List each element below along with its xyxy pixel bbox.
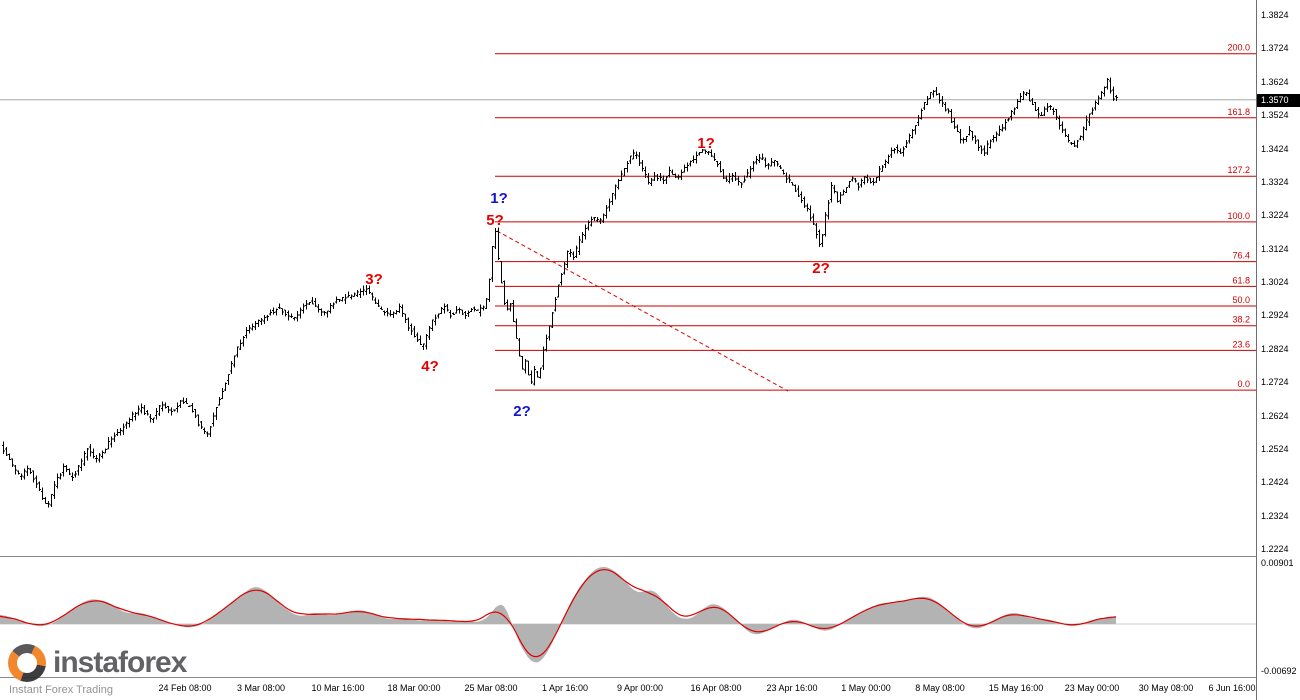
price-bars [2, 77, 1118, 508]
indicator-signal-line [0, 569, 1117, 658]
fib-level-label: 161.8 [1227, 107, 1250, 117]
instaforex-logo: instaforex Instant Forex Trading [8, 644, 187, 696]
time-axis-label: 23 May 00:00 [1064, 683, 1120, 693]
time-axis-label: 3 Mar 08:00 [236, 683, 286, 693]
time-axis-label: 6 Jun 16:00 [1208, 683, 1256, 693]
fib-level-label: 50.0 [1232, 295, 1250, 305]
price-axis-label: 1.3824 [1261, 10, 1289, 20]
price-axis-label: 1.3624 [1261, 76, 1289, 87]
current-price-value: 1.3570 [1261, 94, 1289, 105]
indicator-timeaxis-separator[interactable] [0, 677, 1300, 678]
time-axis-label: 25 Mar 08:00 [464, 683, 518, 693]
price-axis-label: 1.3724 [1261, 43, 1289, 54]
time-axis-label: 1 Apr 16:00 [541, 683, 589, 693]
wave-label: 3? [365, 271, 383, 288]
price-axis-label: 1.2824 [1261, 343, 1289, 354]
time-axis-label: 8 May 08:00 [915, 683, 965, 693]
price-axis[interactable]: 1.3824 1.3724 1.3624 1.3524 1.3424 1.3324 1.32… [1256, 0, 1300, 700]
logo-tagline: Instant Forex Trading [9, 684, 113, 696]
fib-level-label: 100.0 [1227, 211, 1250, 221]
time-axis-label: 30 May 08:00 [1138, 683, 1194, 693]
price-axis-label: 1.3424 [1261, 143, 1289, 154]
indicator-max-label: 0.00901 [1261, 557, 1294, 568]
time-axis-label: 15 May 16:00 [988, 683, 1044, 693]
wave-label: 1? [490, 190, 508, 207]
fib-level-label: 61.8 [1232, 275, 1250, 285]
current-price-badge: 1.3570 [1257, 93, 1300, 107]
wave-label: 2? [513, 403, 531, 420]
price-axis-label: 1.2724 [1261, 377, 1289, 388]
time-axis[interactable]: 24 Feb 08:00 3 Mar 08:00 10 Mar 16:00 18 Ma… [0, 678, 1256, 700]
instaforex-globe-icon [8, 644, 46, 682]
price-axis-label: 1.3324 [1261, 176, 1289, 187]
time-axis-label: 16 Apr 08:00 [690, 683, 742, 693]
price-axis-label: 1.2624 [1261, 410, 1289, 421]
fib-level-label: 38.2 [1232, 315, 1250, 325]
price-axis-label: 1.2924 [1261, 310, 1289, 321]
descending-trendline[interactable] [496, 230, 789, 392]
price-axis-label: 1.2324 [1261, 510, 1289, 521]
price-axis-label: 1.3024 [1261, 277, 1289, 287]
fib-level-label: 200.0 [1227, 43, 1250, 53]
fib-level-label: 127.2 [1227, 165, 1250, 175]
wave-label: 2? [812, 260, 830, 277]
time-axis-label: 1 May 00:00 [841, 683, 891, 693]
time-axis-label: 23 Apr 16:00 [766, 683, 818, 693]
time-axis-label: 24 Feb 08:00 [158, 683, 212, 693]
fib-level-label: 76.4 [1232, 251, 1250, 261]
price-axis-label: 1.2524 [1261, 443, 1289, 454]
logo-brand-text: instaforex [53, 646, 187, 679]
price-axis-label: 1.3124 [1261, 243, 1289, 254]
indicator-histogram [0, 567, 1116, 663]
chart-indicator-separator[interactable] [0, 556, 1300, 557]
time-axis-label: 9 Apr 00:00 [616, 683, 664, 693]
fib-level-label: 23.6 [1232, 339, 1250, 349]
price-axis-label: 1.3524 [1261, 110, 1289, 121]
price-axis-label: 1.2224 [1261, 544, 1289, 554]
price-axis-label: 1.2424 [1261, 477, 1289, 488]
fib-level-label: 0.0 [1237, 379, 1250, 389]
time-axis-label: 18 Mar 00:00 [387, 683, 441, 693]
indicator-min-label: -0.00692 [1261, 665, 1297, 676]
wave-label: 5? [486, 212, 504, 229]
time-axis-label: 10 Mar 16:00 [311, 683, 365, 693]
wave-label: 4? [421, 358, 439, 375]
price-axis-label: 1.3224 [1261, 210, 1289, 221]
wave-label: 1? [697, 135, 715, 152]
